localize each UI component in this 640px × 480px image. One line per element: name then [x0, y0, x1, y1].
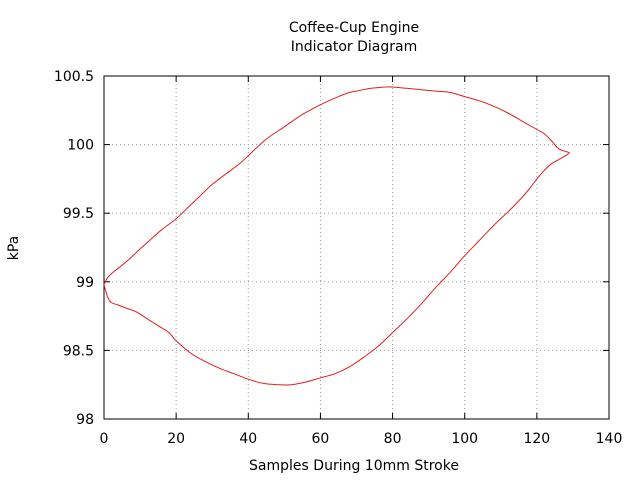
pressure-series-line — [103, 86, 570, 386]
x-axis-ticks: 0 20 40 60 80 100 120 140 — [100, 76, 623, 447]
x-tick-label: 0 — [100, 431, 109, 447]
chart-title-line2: Indicator Diagram — [291, 39, 417, 55]
y-tick-label: 98 — [76, 412, 94, 428]
x-tick-label: 120 — [523, 431, 550, 447]
x-tick-label: 80 — [384, 431, 402, 447]
x-tick-label: 140 — [596, 431, 623, 447]
y-tick-label: 99 — [76, 275, 94, 291]
x-axis-label: Samples During 10mm Stroke — [249, 458, 459, 474]
y-axis-label: kPa — [6, 236, 22, 261]
x-tick-label: 20 — [167, 431, 185, 447]
grid-lines — [104, 76, 609, 419]
x-tick-label: 100 — [451, 431, 478, 447]
x-tick-label: 60 — [312, 431, 330, 447]
plot-frame — [103, 75, 610, 420]
y-tick-label: 100.5 — [54, 69, 94, 85]
y-axis-ticks: 98 98.5 99 99.5 100 100.5 — [54, 69, 609, 428]
chart-title-line1: Coffee-Cup Engine — [289, 20, 419, 36]
y-tick-label: 99.5 — [63, 206, 94, 222]
y-tick-label: 98.5 — [63, 343, 94, 359]
y-tick-label: 100 — [67, 138, 94, 154]
x-tick-label: 40 — [239, 431, 257, 447]
